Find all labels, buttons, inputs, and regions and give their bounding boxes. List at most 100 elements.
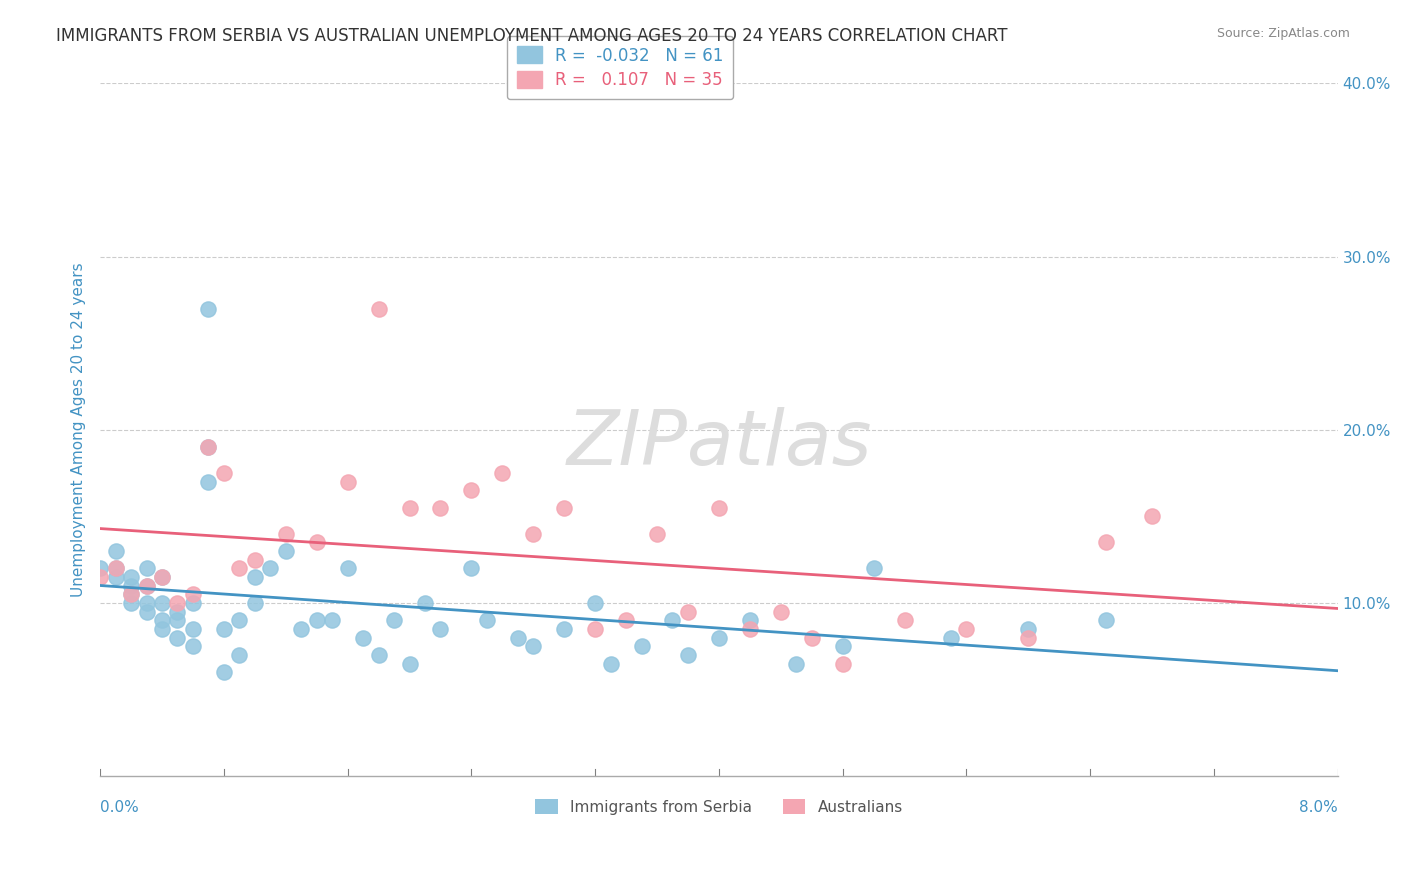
Point [228,613,250,627]
Text: IMMIGRANTS FROM SERBIA VS AUSTRALIAN UNEMPLOYMENT AMONG AGES 20 TO 24 YEARS CORR: IMMIGRANTS FROM SERBIA VS AUSTRALIAN UNE… [56,27,1008,45]
Point [769,605,792,619]
Point [475,613,498,627]
Point [181,596,204,610]
Text: Source: ZipAtlas.com: Source: ZipAtlas.com [1216,27,1350,40]
Point [135,561,157,575]
Text: 8.0%: 8.0% [1299,800,1337,815]
Point [506,631,529,645]
Point [166,613,188,627]
Point [104,544,127,558]
Point [583,596,606,610]
Point [367,648,389,662]
Point [212,622,235,636]
Point [583,622,606,636]
Point [831,640,853,654]
Point [522,640,544,654]
Point [243,570,266,584]
Point [1094,613,1116,627]
Point [166,596,188,610]
Point [398,500,420,515]
Point [120,570,142,584]
Point [738,622,761,636]
Point [89,570,111,584]
Point [893,613,915,627]
Point [661,613,683,627]
Point [212,665,235,680]
Point [382,613,405,627]
Point [460,561,482,575]
Point [553,500,575,515]
Point [150,596,173,610]
Point [104,570,127,584]
Text: 0.0%: 0.0% [100,800,139,815]
Point [321,613,343,627]
Point [135,579,157,593]
Point [1017,622,1039,636]
Point [305,613,328,627]
Point [259,561,281,575]
Point [491,466,513,480]
Point [135,579,157,593]
Point [89,561,111,575]
Point [413,596,436,610]
Point [135,596,157,610]
Point [738,613,761,627]
Point [120,579,142,593]
Point [197,440,219,454]
Point [614,613,637,627]
Y-axis label: Unemployment Among Ages 20 to 24 years: Unemployment Among Ages 20 to 24 years [72,262,86,597]
Point [274,544,297,558]
Point [645,526,668,541]
Point [243,596,266,610]
Point [166,631,188,645]
Point [228,648,250,662]
Point [1017,631,1039,645]
Point [197,301,219,316]
Point [181,640,204,654]
Legend: Immigrants from Serbia, Australians: Immigrants from Serbia, Australians [526,789,912,824]
Point [955,622,977,636]
Point [1140,509,1163,524]
Point [228,561,250,575]
Point [197,475,219,489]
Point [800,631,823,645]
Point [522,526,544,541]
Point [352,631,374,645]
Point [274,526,297,541]
Point [197,440,219,454]
Point [120,596,142,610]
Point [336,475,359,489]
Point [104,561,127,575]
Point [553,622,575,636]
Point [676,605,699,619]
Point [785,657,807,671]
Point [135,605,157,619]
Text: ZIPatlas: ZIPatlas [567,407,872,481]
Point [150,570,173,584]
Point [243,552,266,566]
Point [305,535,328,549]
Point [599,657,621,671]
Point [707,500,730,515]
Point [1094,535,1116,549]
Point [630,640,652,654]
Point [398,657,420,671]
Point [150,613,173,627]
Point [707,631,730,645]
Point [939,631,962,645]
Point [862,561,884,575]
Point [212,466,235,480]
Point [429,500,451,515]
Point [831,657,853,671]
Point [676,648,699,662]
Point [460,483,482,498]
Point [120,587,142,601]
Point [181,587,204,601]
Point [181,622,204,636]
Point [166,605,188,619]
Point [290,622,312,636]
Point [150,622,173,636]
Point [150,570,173,584]
Point [104,561,127,575]
Point [336,561,359,575]
